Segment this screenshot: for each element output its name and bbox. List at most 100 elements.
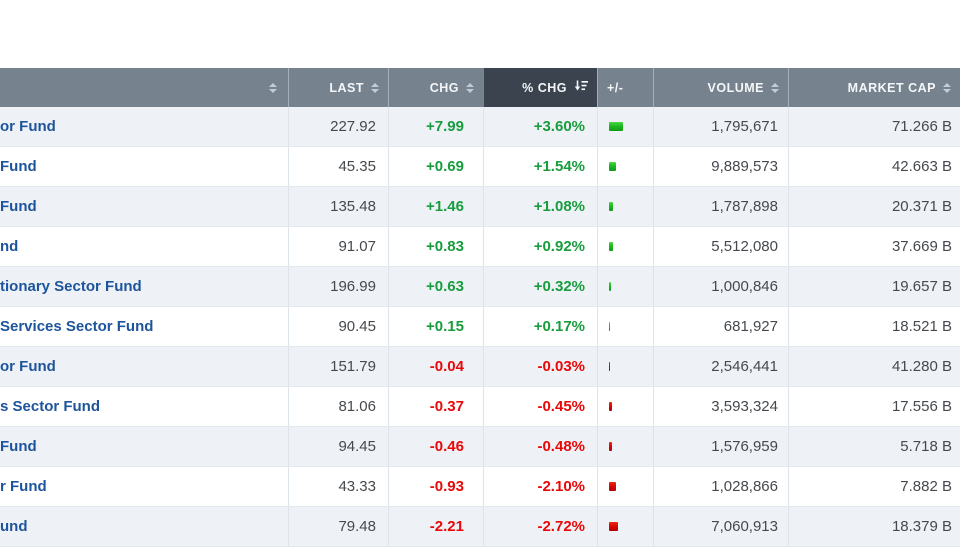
volume-value: 9,889,573 xyxy=(711,158,778,175)
fund-name-link[interactable]: Fund xyxy=(0,438,37,455)
last-cell: 45.35 xyxy=(288,147,388,186)
table-row: or Fund 227.92 +7.99 +3.60% 1,795,671 71.266 … xyxy=(0,107,960,147)
market-cap-cell: 18.521 B xyxy=(788,307,960,346)
chg-value: -0.93 xyxy=(429,478,464,495)
plus-minus-cell xyxy=(597,467,653,506)
volume-value: 2,546,441 xyxy=(711,358,778,375)
sort-toggle-icon xyxy=(943,82,951,93)
chg-cell: +1.46 xyxy=(388,187,483,226)
pct-chg-value: -2.10% xyxy=(537,478,585,495)
fund-name-link[interactable]: tionary Sector Fund xyxy=(0,278,142,295)
pct-chg-cell: -0.48% xyxy=(483,427,597,466)
pct-chg-value: -0.48% xyxy=(537,438,585,455)
pct-chg-value: +1.08% xyxy=(533,198,585,215)
pct-chg-value: +0.17% xyxy=(533,318,585,335)
last-value: 91.07 xyxy=(338,238,376,255)
plus-minus-cell xyxy=(597,307,653,346)
plus-minus-cell xyxy=(597,187,653,226)
fund-name-link[interactable]: Services Sector Fund xyxy=(0,318,154,335)
change-magnitude-bar xyxy=(609,162,616,171)
fund-cell: und xyxy=(0,507,288,546)
market-cap-cell: 71.266 B xyxy=(788,107,960,146)
table-row: Services Sector Fund 90.45 +0.15 +0.17% 681,… xyxy=(0,307,960,347)
fund-name-link[interactable]: und xyxy=(0,518,28,535)
volume-cell: 1,795,671 xyxy=(653,107,788,146)
chg-value: +0.69 xyxy=(426,158,464,175)
column-header-label: CHG xyxy=(429,80,459,95)
fund-name-link[interactable]: or Fund xyxy=(0,358,56,375)
last-value: 151.79 xyxy=(330,358,376,375)
market-cap-value: 71.266 B xyxy=(891,118,952,135)
plus-minus-cell xyxy=(597,507,653,546)
last-cell: 94.45 xyxy=(288,427,388,466)
plus-minus-cell xyxy=(597,227,653,266)
sort-toggle-icon xyxy=(771,82,779,93)
chg-cell: -0.46 xyxy=(388,427,483,466)
fund-name-link[interactable]: or Fund xyxy=(0,118,56,135)
market-cap-value: 19.657 B xyxy=(891,278,952,295)
market-cap-cell: 18.379 B xyxy=(788,507,960,546)
fund-cell: r Fund xyxy=(0,467,288,506)
chg-value: +0.15 xyxy=(426,318,464,335)
pct-chg-cell: +1.08% xyxy=(483,187,597,226)
chg-cell: +7.99 xyxy=(388,107,483,146)
change-magnitude-bar xyxy=(609,242,613,251)
fund-name-link[interactable]: Fund xyxy=(0,198,37,215)
fund-name-link[interactable]: s Sector Fund xyxy=(0,398,101,415)
change-magnitude-bar xyxy=(609,362,610,371)
chg-cell: -0.93 xyxy=(388,467,483,506)
chg-value: +1.46 xyxy=(426,198,464,215)
last-value: 94.45 xyxy=(338,438,376,455)
pct-chg-value: -0.45% xyxy=(537,398,585,415)
table-row: Fund 94.45 -0.46 -0.48% 1,576,959 5.718 B xyxy=(0,427,960,467)
volume-value: 1,795,671 xyxy=(711,118,778,135)
sort-descending-icon xyxy=(574,80,588,95)
volume-cell: 7,060,913 xyxy=(653,507,788,546)
table-row: r Fund 43.33 -0.93 -2.10% 1,028,866 7.882 B xyxy=(0,467,960,507)
chg-cell: +0.63 xyxy=(388,267,483,306)
last-cell: 79.48 xyxy=(288,507,388,546)
table-header-row: LAST CHG % CHG +/- VOLUME MARKET CAP xyxy=(0,68,960,107)
chg-value: -0.37 xyxy=(429,398,464,415)
fund-cell: Fund xyxy=(0,427,288,466)
market-cap-value: 5.718 B xyxy=(900,438,952,455)
fund-cell: Fund xyxy=(0,187,288,226)
column-header-volume[interactable]: VOLUME xyxy=(653,68,788,107)
market-cap-cell: 19.657 B xyxy=(788,267,960,306)
fund-name-link[interactable]: Fund xyxy=(0,158,37,175)
column-header-last[interactable]: LAST xyxy=(288,68,388,107)
pct-chg-cell: -0.03% xyxy=(483,347,597,386)
volume-value: 1,787,898 xyxy=(711,198,778,215)
volume-cell: 9,889,573 xyxy=(653,147,788,186)
change-magnitude-bar xyxy=(609,122,623,131)
pct-chg-value: -2.72% xyxy=(537,518,585,535)
volume-cell: 1,028,866 xyxy=(653,467,788,506)
pct-chg-cell: +3.60% xyxy=(483,107,597,146)
pct-chg-cell: -0.45% xyxy=(483,387,597,426)
table-row: tionary Sector Fund 196.99 +0.63 +0.32% 1,00… xyxy=(0,267,960,307)
market-cap-value: 18.379 B xyxy=(891,518,952,535)
column-header-pct-chg[interactable]: % CHG xyxy=(483,68,597,107)
fund-cell: or Fund xyxy=(0,347,288,386)
chg-value: -0.46 xyxy=(429,438,464,455)
funds-table: LAST CHG % CHG +/- VOLUME MARKET CAP or Fund 2… xyxy=(0,68,960,547)
fund-name-link[interactable]: nd xyxy=(0,238,19,255)
column-header-chg[interactable]: CHG xyxy=(388,68,483,107)
column-header-fund[interactable] xyxy=(0,68,288,107)
chg-cell: -0.37 xyxy=(388,387,483,426)
last-cell: 91.07 xyxy=(288,227,388,266)
chg-value: +7.99 xyxy=(426,118,464,135)
market-cap-cell: 41.280 B xyxy=(788,347,960,386)
table-body: or Fund 227.92 +7.99 +3.60% 1,795,671 71.266 … xyxy=(0,107,960,547)
pct-chg-value: -0.03% xyxy=(537,358,585,375)
column-header-market-cap[interactable]: MARKET CAP xyxy=(788,68,960,107)
table-row: nd 91.07 +0.83 +0.92% 5,512,080 37.669 B xyxy=(0,227,960,267)
chg-value: +0.83 xyxy=(426,238,464,255)
plus-minus-cell xyxy=(597,267,653,306)
fund-name-link[interactable]: r Fund xyxy=(0,478,47,495)
last-value: 79.48 xyxy=(338,518,376,535)
sort-toggle-icon xyxy=(466,82,474,93)
volume-cell: 3,593,324 xyxy=(653,387,788,426)
volume-cell: 681,927 xyxy=(653,307,788,346)
